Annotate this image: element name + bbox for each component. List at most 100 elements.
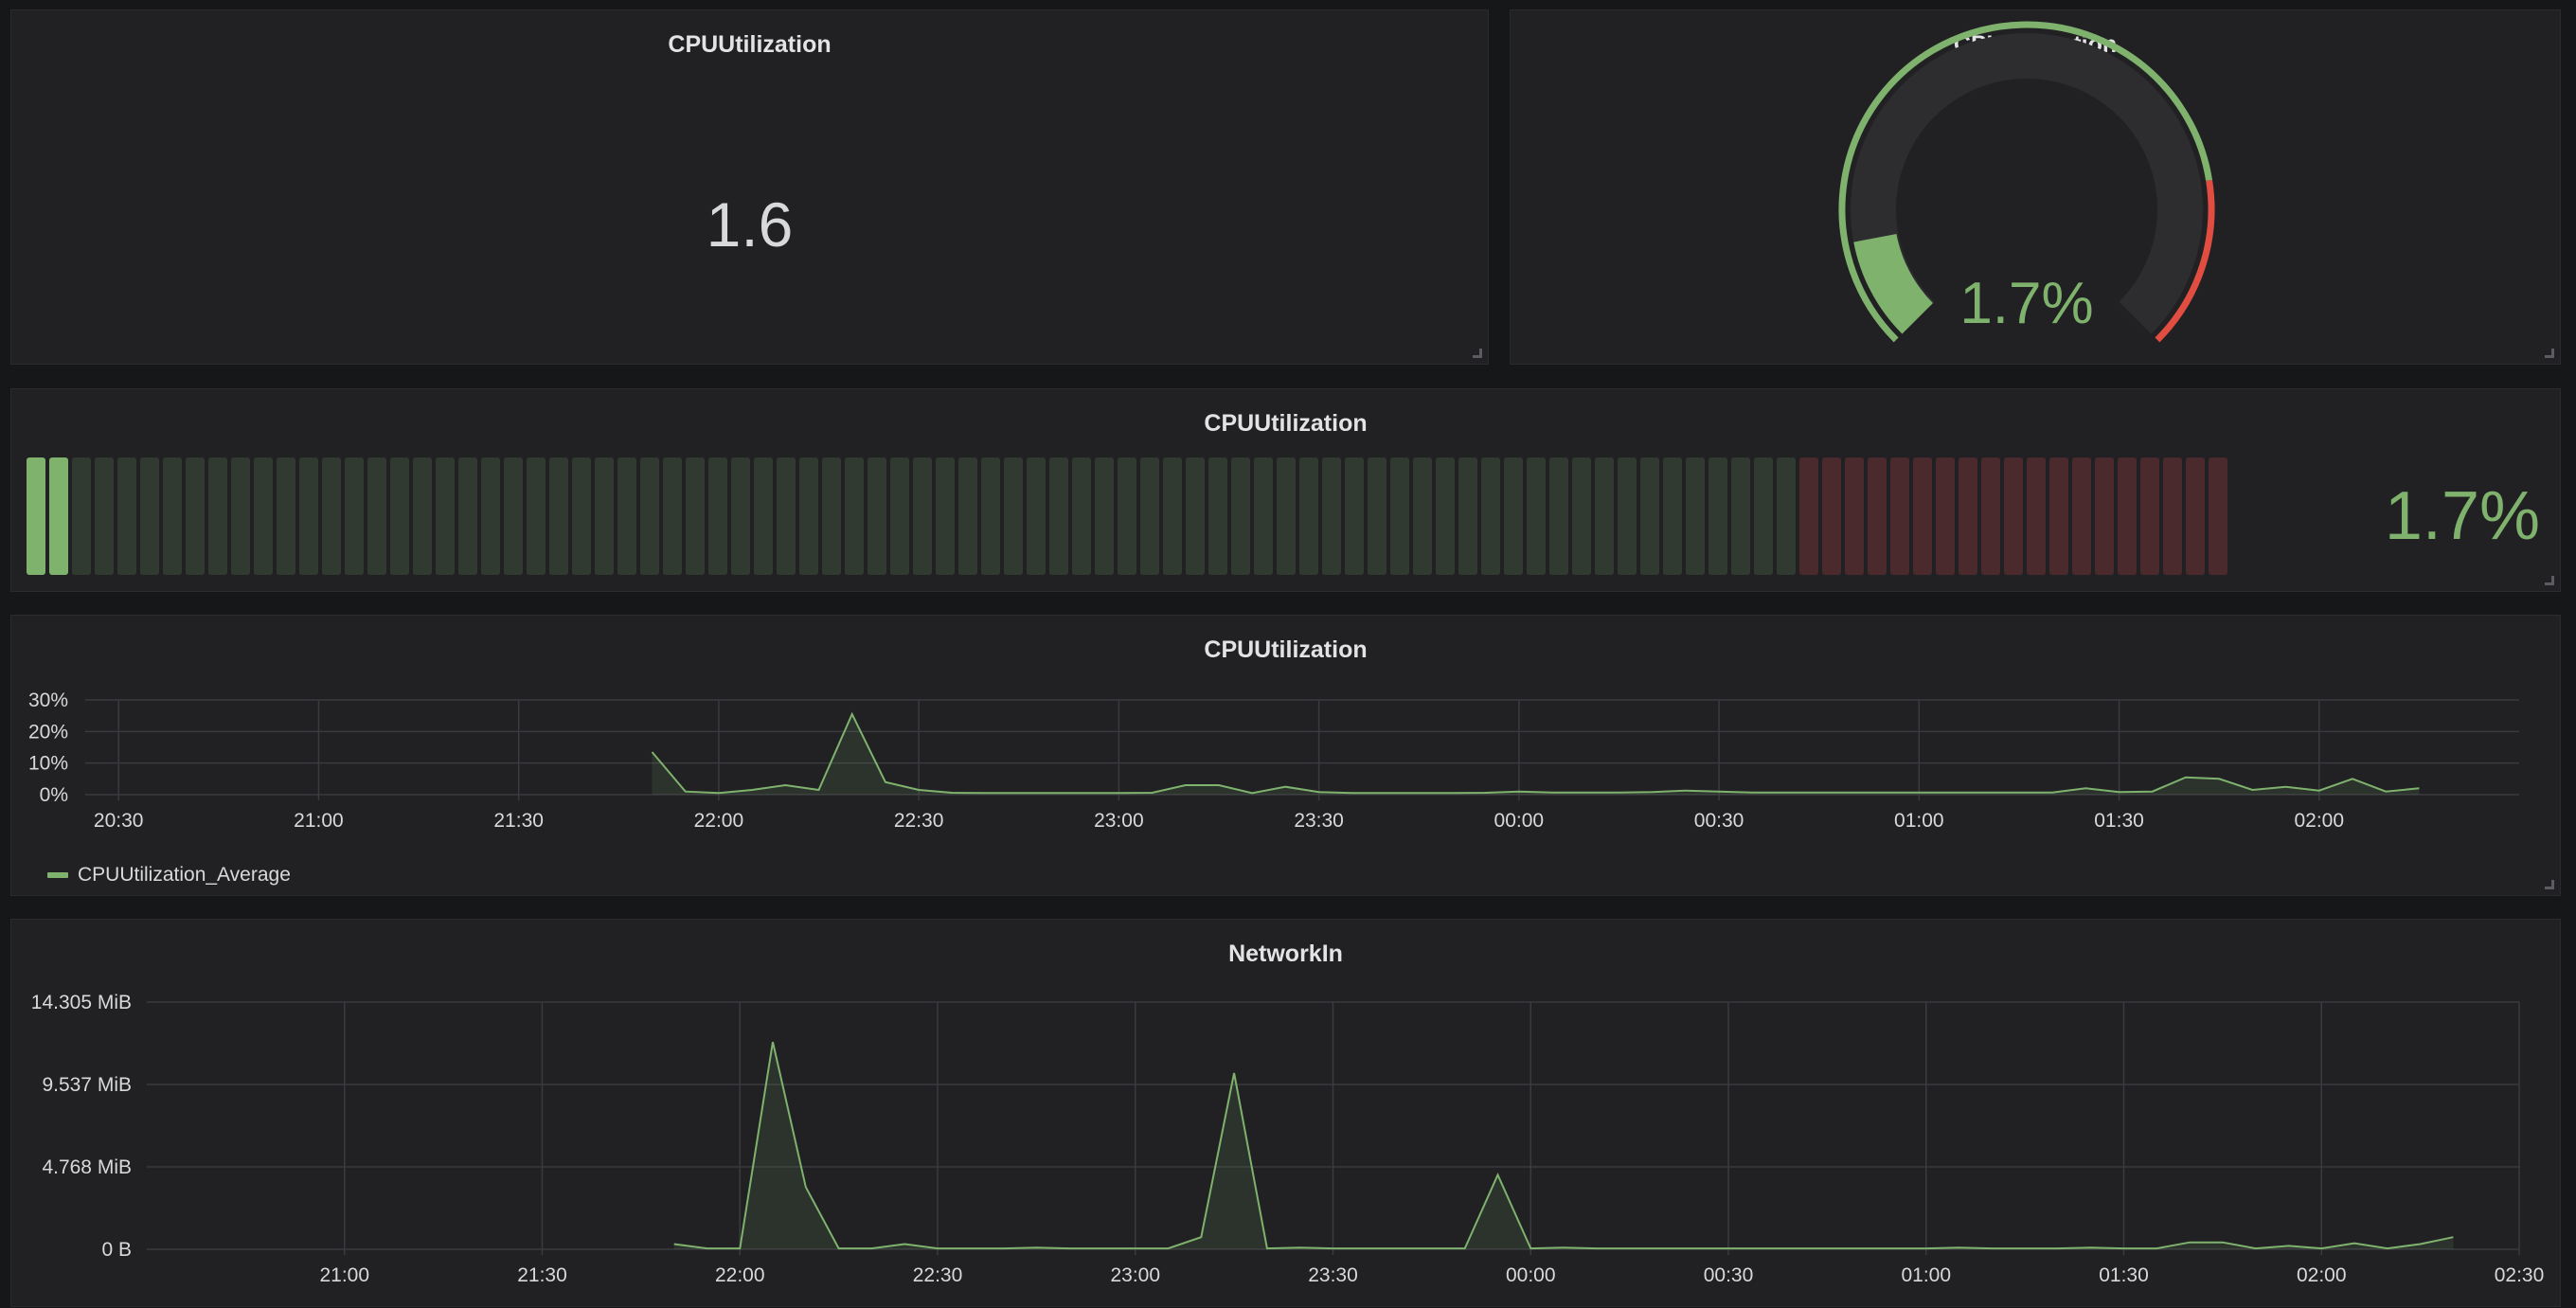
bargauge-svg: 1.7% bbox=[27, 457, 2540, 575]
gauge-value-arc bbox=[1853, 234, 1934, 334]
network-graph-svg[interactable]: 0 B 4.768 MiB 9.537 MiB 14.305 MiB 21:00 21:3… bbox=[11, 920, 2562, 1308]
bargauge-cell bbox=[2118, 457, 2137, 575]
bargauge-cell bbox=[208, 457, 227, 575]
x-tick-label: 00:00 bbox=[1506, 1264, 1556, 1286]
resize-handle-icon[interactable] bbox=[2545, 349, 2554, 358]
bargauge-cell bbox=[1754, 457, 1773, 575]
gauge-threshold-green bbox=[1838, 21, 2213, 343]
y-tick-label: 10% bbox=[28, 753, 68, 775]
bargauge-cell-lit bbox=[27, 457, 45, 575]
x-tick-label: 23:30 bbox=[1308, 1264, 1358, 1286]
bargauge-cell bbox=[1686, 457, 1705, 575]
y-tick-label: 0% bbox=[40, 784, 68, 806]
bargauge-cell bbox=[140, 457, 159, 575]
panel-title[interactable]: CPUUtilization bbox=[668, 31, 832, 58]
series-line[interactable] bbox=[651, 711, 2420, 795]
x-tick-label: 02:00 bbox=[2297, 1264, 2347, 1286]
x-tick-label: 21:00 bbox=[319, 1264, 369, 1286]
bargauge-cell bbox=[913, 457, 932, 575]
bargauge-cell bbox=[2163, 457, 2182, 575]
bargauge-cell bbox=[2140, 457, 2159, 575]
resize-handle-icon[interactable] bbox=[2545, 880, 2554, 889]
bargauge-cell bbox=[163, 457, 182, 575]
bargauge-cell bbox=[845, 457, 864, 575]
bargauge-cell bbox=[549, 457, 568, 575]
x-tick-label: 20:30 bbox=[94, 810, 144, 832]
bargauge-cell bbox=[2095, 457, 2114, 575]
singlestat-panel[interactable]: CPUUtilization 1.6 bbox=[10, 9, 1489, 365]
gauge-track bbox=[1851, 32, 2203, 334]
bargauge-cell bbox=[1049, 457, 1068, 575]
bargauge-cell bbox=[936, 457, 955, 575]
bargauge-cell bbox=[1572, 457, 1591, 575]
singlestat-value: 1.6 bbox=[706, 189, 794, 260]
x-tick-label: 22:00 bbox=[694, 810, 744, 832]
bargauge-cell bbox=[504, 457, 523, 575]
panel-title[interactable]: CPUUtilization bbox=[1204, 410, 1368, 437]
bargauge-cell bbox=[1618, 457, 1637, 575]
gauge-value: 1.7% bbox=[1959, 271, 2093, 336]
bargauge-cell bbox=[2072, 457, 2091, 575]
cpu-graph-panel[interactable]: CPUUtilization 0% 10% 20% 30% 20:30 21:00 21:3… bbox=[10, 615, 2561, 896]
x-tick-label: 21:30 bbox=[493, 810, 544, 832]
x-tick-label: 02:00 bbox=[2294, 810, 2344, 832]
x-tick-label: 00:00 bbox=[1494, 810, 1545, 832]
y-tick-label: 9.537 MiB bbox=[42, 1074, 132, 1096]
bargauge-cell bbox=[2209, 457, 2227, 575]
series-area bbox=[652, 714, 2420, 795]
bargauge-cell bbox=[799, 457, 818, 575]
x-tick-label: 01:30 bbox=[2099, 1264, 2149, 1286]
bargauge-cell bbox=[1913, 457, 1932, 575]
bargauge-cell bbox=[254, 457, 273, 575]
x-tick-label: 02:30 bbox=[2495, 1264, 2545, 1286]
bargauge-cell bbox=[1481, 457, 1500, 575]
bargauge-cell bbox=[981, 457, 1000, 575]
resize-handle-icon[interactable] bbox=[1473, 349, 1482, 358]
bargauge-cell bbox=[1527, 457, 1546, 575]
bargauge-cell bbox=[1277, 457, 1296, 575]
network-graph-panel[interactable]: NetworkIn 0 B 4.768 MiB 9.537 MiB 14.305 Mi… bbox=[10, 919, 2561, 1307]
bargauge-cell bbox=[345, 457, 364, 575]
bargauge-cell bbox=[1777, 457, 1796, 575]
bargauge-cell bbox=[367, 457, 386, 575]
bargauge-cell bbox=[1027, 457, 1046, 575]
y-tick-label: 30% bbox=[28, 690, 68, 711]
bargauge-cell bbox=[1231, 457, 1250, 575]
legend-series-label[interactable]: CPUUtilization_Average bbox=[78, 864, 291, 886]
bargauge-cell bbox=[640, 457, 659, 575]
bargauge-cell bbox=[277, 457, 295, 575]
x-tick-label: 23:30 bbox=[1294, 810, 1344, 832]
resize-handle-icon[interactable] bbox=[2545, 576, 2554, 585]
panel-title[interactable]: CPUUtilization bbox=[1204, 636, 1368, 663]
y-tick-label: 4.768 MiB bbox=[42, 1156, 132, 1178]
bargauge-cell bbox=[1822, 457, 1841, 575]
bargauge-cell bbox=[1936, 457, 1955, 575]
bargauge-cell bbox=[595, 457, 614, 575]
bargauge-cell bbox=[1140, 457, 1159, 575]
bargauge-cell bbox=[1708, 457, 1727, 575]
bargauge-cell bbox=[413, 457, 432, 575]
x-tick-label: 00:30 bbox=[1704, 1264, 1754, 1286]
series-line[interactable] bbox=[673, 1041, 2454, 1250]
bargauge-cell bbox=[1004, 457, 1023, 575]
bargauge-cell bbox=[617, 457, 636, 575]
legend-swatch bbox=[47, 872, 68, 878]
bargauge-cell bbox=[231, 457, 250, 575]
graph-legend[interactable]: CPUUtilization_Average bbox=[47, 864, 291, 887]
bargauge-panel[interactable]: CPUUtilization 1.7% bbox=[10, 388, 2561, 592]
y-tick-label: 20% bbox=[28, 721, 68, 743]
bargauge-cell bbox=[481, 457, 500, 575]
cpu-graph-svg[interactable]: 0% 10% 20% 30% 20:30 21:00 21:30 22:00 22:30 23:0… bbox=[11, 616, 2562, 897]
bargauge-cell bbox=[1663, 457, 1682, 575]
bargauge-cell bbox=[2027, 457, 2046, 575]
gauge-panel[interactable]: CPUUtilization 1.7% bbox=[1510, 9, 2561, 365]
bargauge-cell bbox=[1959, 457, 1977, 575]
panel-title[interactable]: NetworkIn bbox=[1228, 941, 1343, 967]
x-tick-label: 01:00 bbox=[1901, 1264, 1951, 1286]
bargauge-cell bbox=[1208, 457, 1227, 575]
bargauge-cell bbox=[1799, 457, 1818, 575]
bargauge-cell bbox=[663, 457, 682, 575]
bargauge-cell bbox=[1458, 457, 1477, 575]
bargauge-cell bbox=[890, 457, 909, 575]
bargauge-cell bbox=[1595, 457, 1614, 575]
